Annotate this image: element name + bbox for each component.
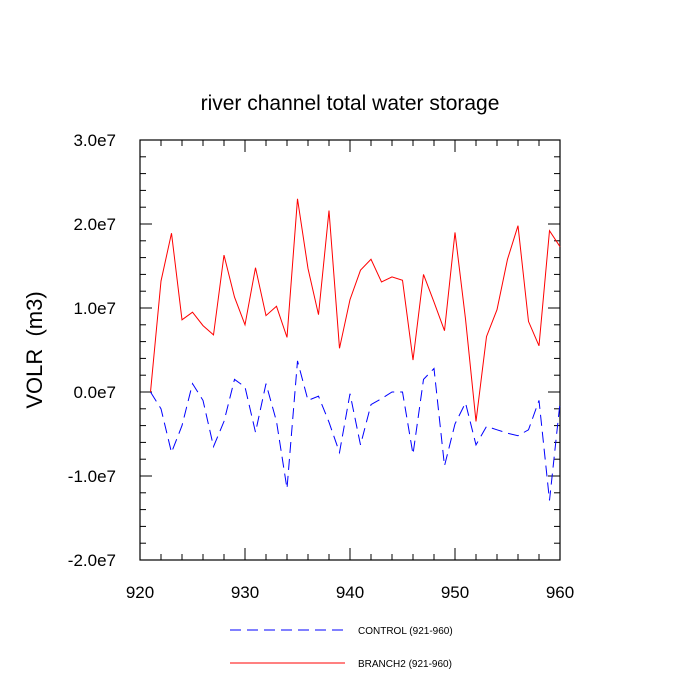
series-line-0 [150,360,561,501]
y-tick-label: 3.0e7 [73,131,116,150]
x-tick-label: 960 [546,583,574,602]
y-tick-label: 0.0e7 [73,383,116,402]
y-tick-label: 2.0e7 [73,215,116,234]
chart-title: river channel total water storage [201,92,500,115]
legend-label: BRANCH2 (921-960) [358,659,452,670]
x-tick-label: 930 [231,583,259,602]
series-line-1 [150,198,561,422]
plot-area [139,139,561,561]
x-tick-label: 940 [336,583,364,602]
series-lines [150,198,561,501]
x-tick-label: 950 [441,583,469,602]
legend: CONTROL (921-960) BRANCH2 (921-960) [230,626,453,670]
axis-ticks: 920 930 940 950 960 -2.0e7 -1.0e7 0.0e7 1.0e7 2.0… [68,131,574,602]
y-axis-label: VOLR (m3) [22,291,47,408]
y-tick-label: -2.0e7 [68,551,116,570]
y-tick-label: -1.0e7 [68,467,116,486]
x-tick-label: 920 [126,583,154,602]
legend-label: CONTROL (921-960) [358,626,453,637]
y-tick-label: 1.0e7 [73,299,116,318]
plot-frame [139,139,561,561]
